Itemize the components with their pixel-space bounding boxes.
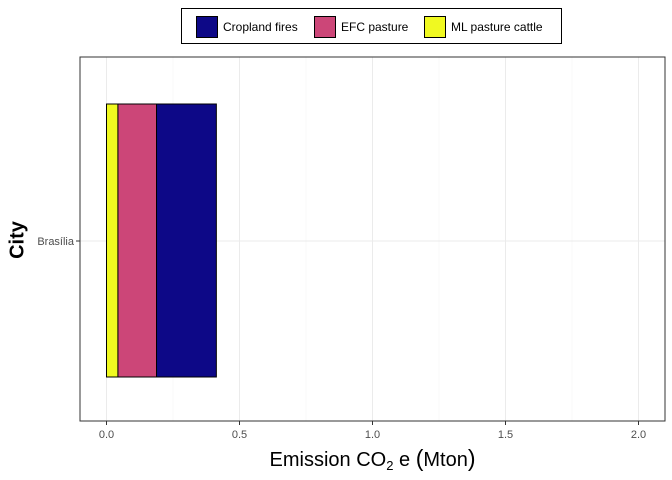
x-tick-label-1: 0.5: [232, 429, 247, 441]
x-tick-label-3: 1.5: [498, 429, 513, 441]
legend-swatch-ml-pasture-cattle: [424, 16, 446, 38]
legend-swatch-efc-pasture: [314, 16, 336, 38]
legend-item-ml-pasture-cattle: ML pasture cattle: [424, 15, 543, 39]
y-axis-title: City: [6, 221, 29, 259]
x-axis-title-unit: Mton: [423, 449, 468, 471]
x-axis-title: Emission CO2 e (Mton): [269, 445, 476, 473]
bar-efc-pasture: [117, 103, 158, 378]
legend-swatch-cropland-fires: [196, 16, 218, 38]
x-tick-label-2: 1.0: [365, 429, 380, 441]
legend-item-efc-pasture: EFC pasture: [314, 15, 408, 39]
x-tick-label-4: 2.0: [631, 429, 646, 441]
y-tick-label-0: Brasília: [37, 236, 75, 248]
legend-item-cropland-fires: Cropland fires: [196, 15, 298, 39]
x-axis-title-rest: e: [393, 449, 416, 471]
bar-cropland-fires: [156, 103, 217, 378]
legend-label-efc-pasture: EFC pasture: [341, 20, 409, 34]
legend-label-ml-pasture-cattle: ML pasture cattle: [451, 20, 543, 34]
legend-label-cropland-fires: Cropland fires: [223, 20, 298, 34]
bar-ml-pasture-cattle: [106, 103, 119, 378]
x-axis-title-subscript: 2: [386, 458, 394, 473]
x-axis-title-main: Emission CO: [269, 449, 387, 471]
legend: Cropland fires EFC pasture ML pasture ca…: [181, 8, 562, 44]
x-tick-label-0: 0.0: [99, 429, 114, 441]
